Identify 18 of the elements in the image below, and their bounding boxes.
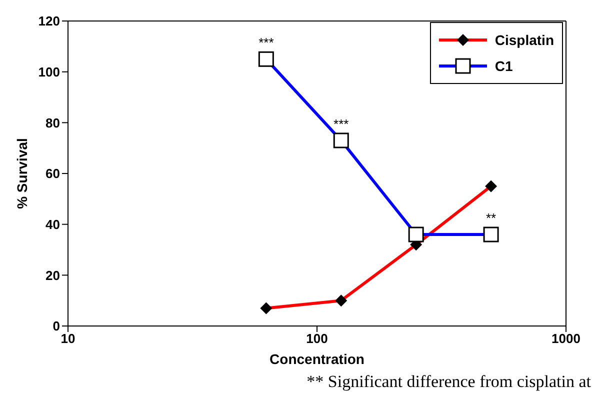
y-tick-label: 0 bbox=[52, 318, 60, 334]
y-axis-title: % Survival bbox=[14, 138, 30, 209]
annotation: *** bbox=[258, 35, 274, 50]
x-tick-label: 1000 bbox=[552, 331, 580, 346]
y-tick-label: 80 bbox=[46, 115, 60, 130]
y-tick-label: 120 bbox=[38, 14, 60, 29]
y-tick-label: 100 bbox=[38, 64, 60, 80]
y-tick-label: 60 bbox=[46, 166, 60, 182]
annotation: *** bbox=[334, 116, 349, 132]
legend-label: Cisplatin bbox=[494, 32, 554, 48]
y-tick-label: 40 bbox=[46, 216, 60, 232]
x-tick-label: 100 bbox=[306, 331, 328, 346]
legend-label: C1 bbox=[494, 58, 513, 74]
x-axis-title: Concentration bbox=[270, 351, 364, 367]
y-tick-label: 20 bbox=[46, 268, 60, 283]
annotation: ** bbox=[486, 210, 496, 226]
x-tick-label: 10 bbox=[60, 331, 76, 346]
text: ** Significant difference from cisplatin at bbox=[306, 372, 591, 392]
